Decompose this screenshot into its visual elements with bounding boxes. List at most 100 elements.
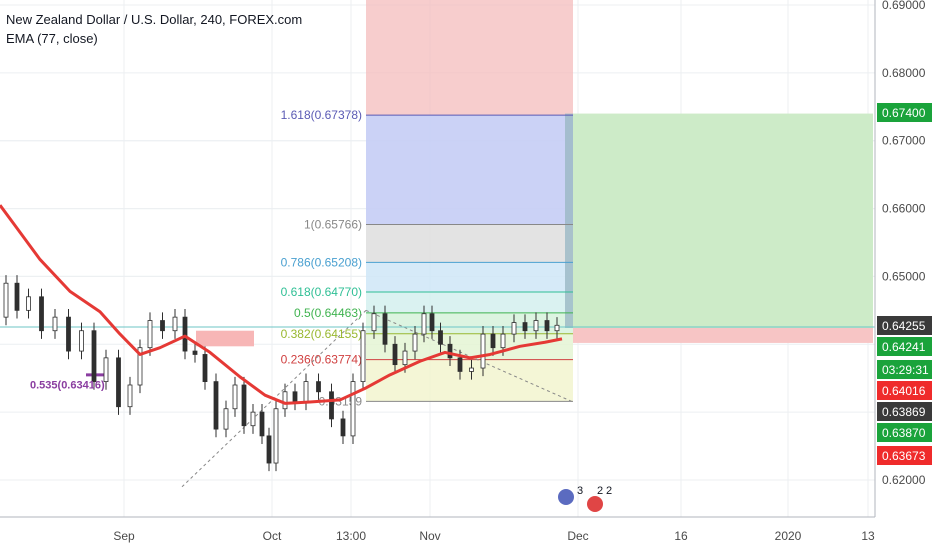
price-badge-label: 0.63869	[882, 405, 926, 419]
candle-body	[490, 333, 496, 349]
chart-legend: New Zealand Dollar / U.S. Dollar, 240, F…	[6, 10, 302, 48]
x-tick-label: 13:00	[336, 529, 366, 543]
x-tick-label: Dec	[567, 529, 588, 543]
candle-body	[137, 347, 143, 386]
y-tick-label: 0.69000	[882, 0, 926, 12]
candle-body	[127, 384, 133, 408]
candle-body	[554, 324, 560, 332]
candle-body	[14, 282, 20, 311]
fib-zone	[366, 224, 573, 263]
candle-body	[172, 316, 178, 332]
event-count-label: 3	[577, 485, 583, 497]
y-tick-label: 0.66000	[882, 202, 926, 216]
candle-body	[371, 313, 377, 332]
fib-level-label: 0.786(0.65208)	[281, 255, 362, 269]
x-tick-label: Oct	[263, 529, 282, 543]
candle-body	[412, 333, 418, 352]
candle-body	[511, 322, 517, 335]
candle-body	[103, 357, 109, 383]
candle-body	[480, 333, 486, 369]
y-tick-label: 0.68000	[882, 66, 926, 80]
candle-body	[292, 391, 298, 403]
price-badge-label: 0.63673	[882, 449, 926, 463]
candle-body	[116, 357, 121, 408]
y-tick-label: 0.62000	[882, 473, 926, 487]
fib-trend-line	[365, 309, 574, 403]
long-stop-zone	[573, 328, 873, 343]
event-flag-icon	[558, 489, 574, 505]
x-tick-label: 13	[861, 529, 875, 543]
indicator-label: EMA (77, close)	[6, 31, 98, 46]
candle-body	[160, 320, 165, 332]
candle-body	[232, 384, 238, 410]
symbol-title: New Zealand Dollar / U.S. Dollar, 240, F…	[6, 12, 303, 27]
x-tick-label: 2020	[775, 529, 802, 543]
candle-body	[182, 316, 188, 352]
fib-zone	[366, 333, 573, 360]
y-tick-label: 0.67000	[882, 134, 926, 148]
candle-body	[3, 282, 9, 318]
price-badge-label: 0.63870	[882, 426, 926, 440]
overlap-label: 0.535(0.63416)	[30, 379, 105, 391]
candle-body	[259, 411, 265, 437]
candle-body	[26, 296, 31, 311]
ema-line	[0, 204, 563, 405]
fib-level-label: 0.382(0.64155)	[281, 327, 362, 341]
candle-body	[350, 381, 356, 437]
candle-body	[192, 350, 198, 355]
candle-body	[266, 435, 272, 464]
fib-level-label: 0.618(0.64770)	[281, 285, 362, 299]
candle-body	[66, 316, 71, 352]
fib-zone	[366, 359, 573, 402]
candle-body	[447, 343, 453, 359]
candle-body	[316, 381, 321, 393]
candle-body	[522, 322, 528, 332]
candle-body	[273, 408, 279, 464]
fib-zone-upper	[366, 0, 573, 116]
candle-body	[392, 343, 398, 366]
candle-body	[213, 381, 219, 430]
price-badge	[877, 103, 932, 122]
candle-body	[39, 296, 44, 332]
price-badge-label: 0.64016	[882, 384, 926, 398]
candle-body	[340, 418, 346, 437]
candle-body	[500, 333, 506, 349]
price-badge	[877, 402, 932, 421]
candle-body	[402, 350, 408, 366]
candle-body	[91, 330, 97, 383]
price-badge	[877, 423, 932, 442]
candle-body	[79, 330, 84, 352]
candle-body	[52, 316, 58, 332]
candle-body	[282, 391, 288, 410]
annotation-rect	[196, 330, 254, 347]
fib-zone-1618	[366, 115, 573, 225]
price-badge	[877, 360, 932, 379]
candle-body	[147, 320, 153, 349]
candle-body	[223, 408, 229, 430]
y-tick-label: 0.65000	[882, 269, 926, 283]
fib-zone	[366, 262, 573, 293]
candle-body	[303, 381, 309, 403]
position-handle	[565, 113, 573, 328]
candle-body	[241, 384, 247, 427]
price-badge	[877, 316, 932, 335]
fib-zone	[366, 292, 573, 313]
fib-level-label: 1(0.65766)	[304, 217, 362, 231]
event-flag-icon	[587, 496, 603, 512]
candle-body	[250, 411, 256, 427]
candle-body	[329, 391, 334, 420]
fib-level-label: 0.236(0.63774)	[281, 353, 362, 367]
price-badge-label: 03:29:31	[882, 363, 929, 377]
candle-body	[533, 320, 539, 332]
candle-body	[438, 330, 443, 345]
x-tick-label: Sep	[113, 529, 135, 543]
price-badge	[877, 337, 932, 356]
candle-body	[421, 313, 427, 335]
candle-body	[429, 313, 435, 332]
candle-body	[360, 330, 366, 383]
candle-body	[457, 357, 463, 372]
price-badge	[877, 381, 932, 400]
long-profit-zone	[573, 113, 873, 328]
